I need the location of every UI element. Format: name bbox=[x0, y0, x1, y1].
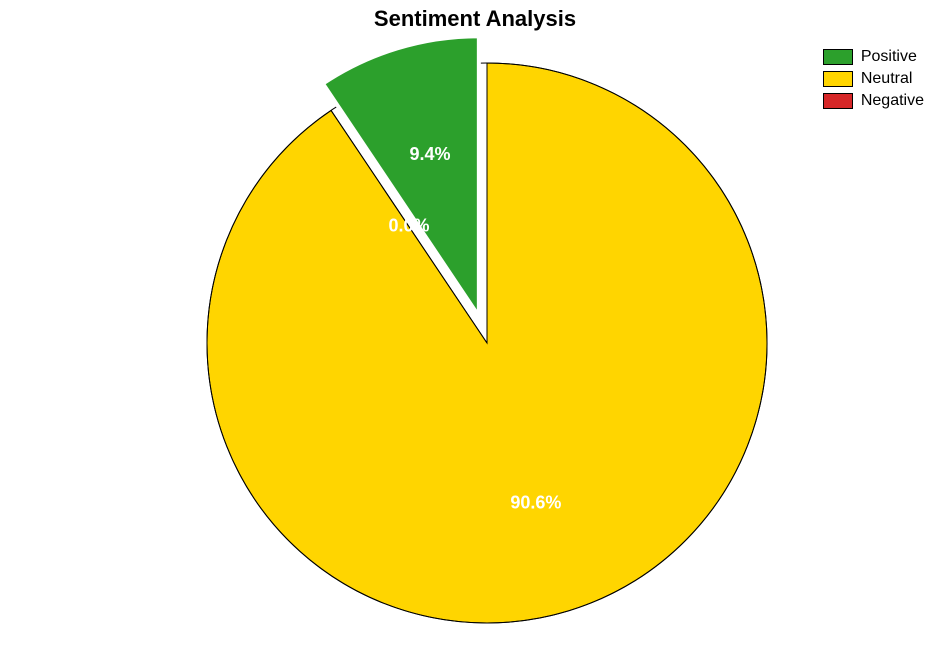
legend-swatch bbox=[823, 49, 853, 65]
pie-pct-label-neutral: 90.6% bbox=[510, 492, 561, 512]
pie-pct-label-positive: 9.4% bbox=[409, 144, 450, 164]
legend-swatch bbox=[823, 93, 853, 109]
legend-item-negative: Negative bbox=[823, 92, 924, 110]
legend-label: Negative bbox=[861, 92, 924, 110]
pie-chart: 90.6% 0.0% 9.4% bbox=[0, 0, 950, 662]
legend-label: Neutral bbox=[861, 70, 913, 88]
legend-item-neutral: Neutral bbox=[823, 70, 924, 88]
legend-item-positive: Positive bbox=[823, 48, 924, 66]
legend-label: Positive bbox=[861, 48, 917, 66]
legend-swatch bbox=[823, 71, 853, 87]
chart-stage: Sentiment Analysis 90.6%0.0%9.4% Positiv… bbox=[0, 0, 950, 662]
chart-legend: Positive Neutral Negative bbox=[823, 48, 924, 110]
pie-pct-label-negative: 0.0% bbox=[389, 215, 430, 235]
